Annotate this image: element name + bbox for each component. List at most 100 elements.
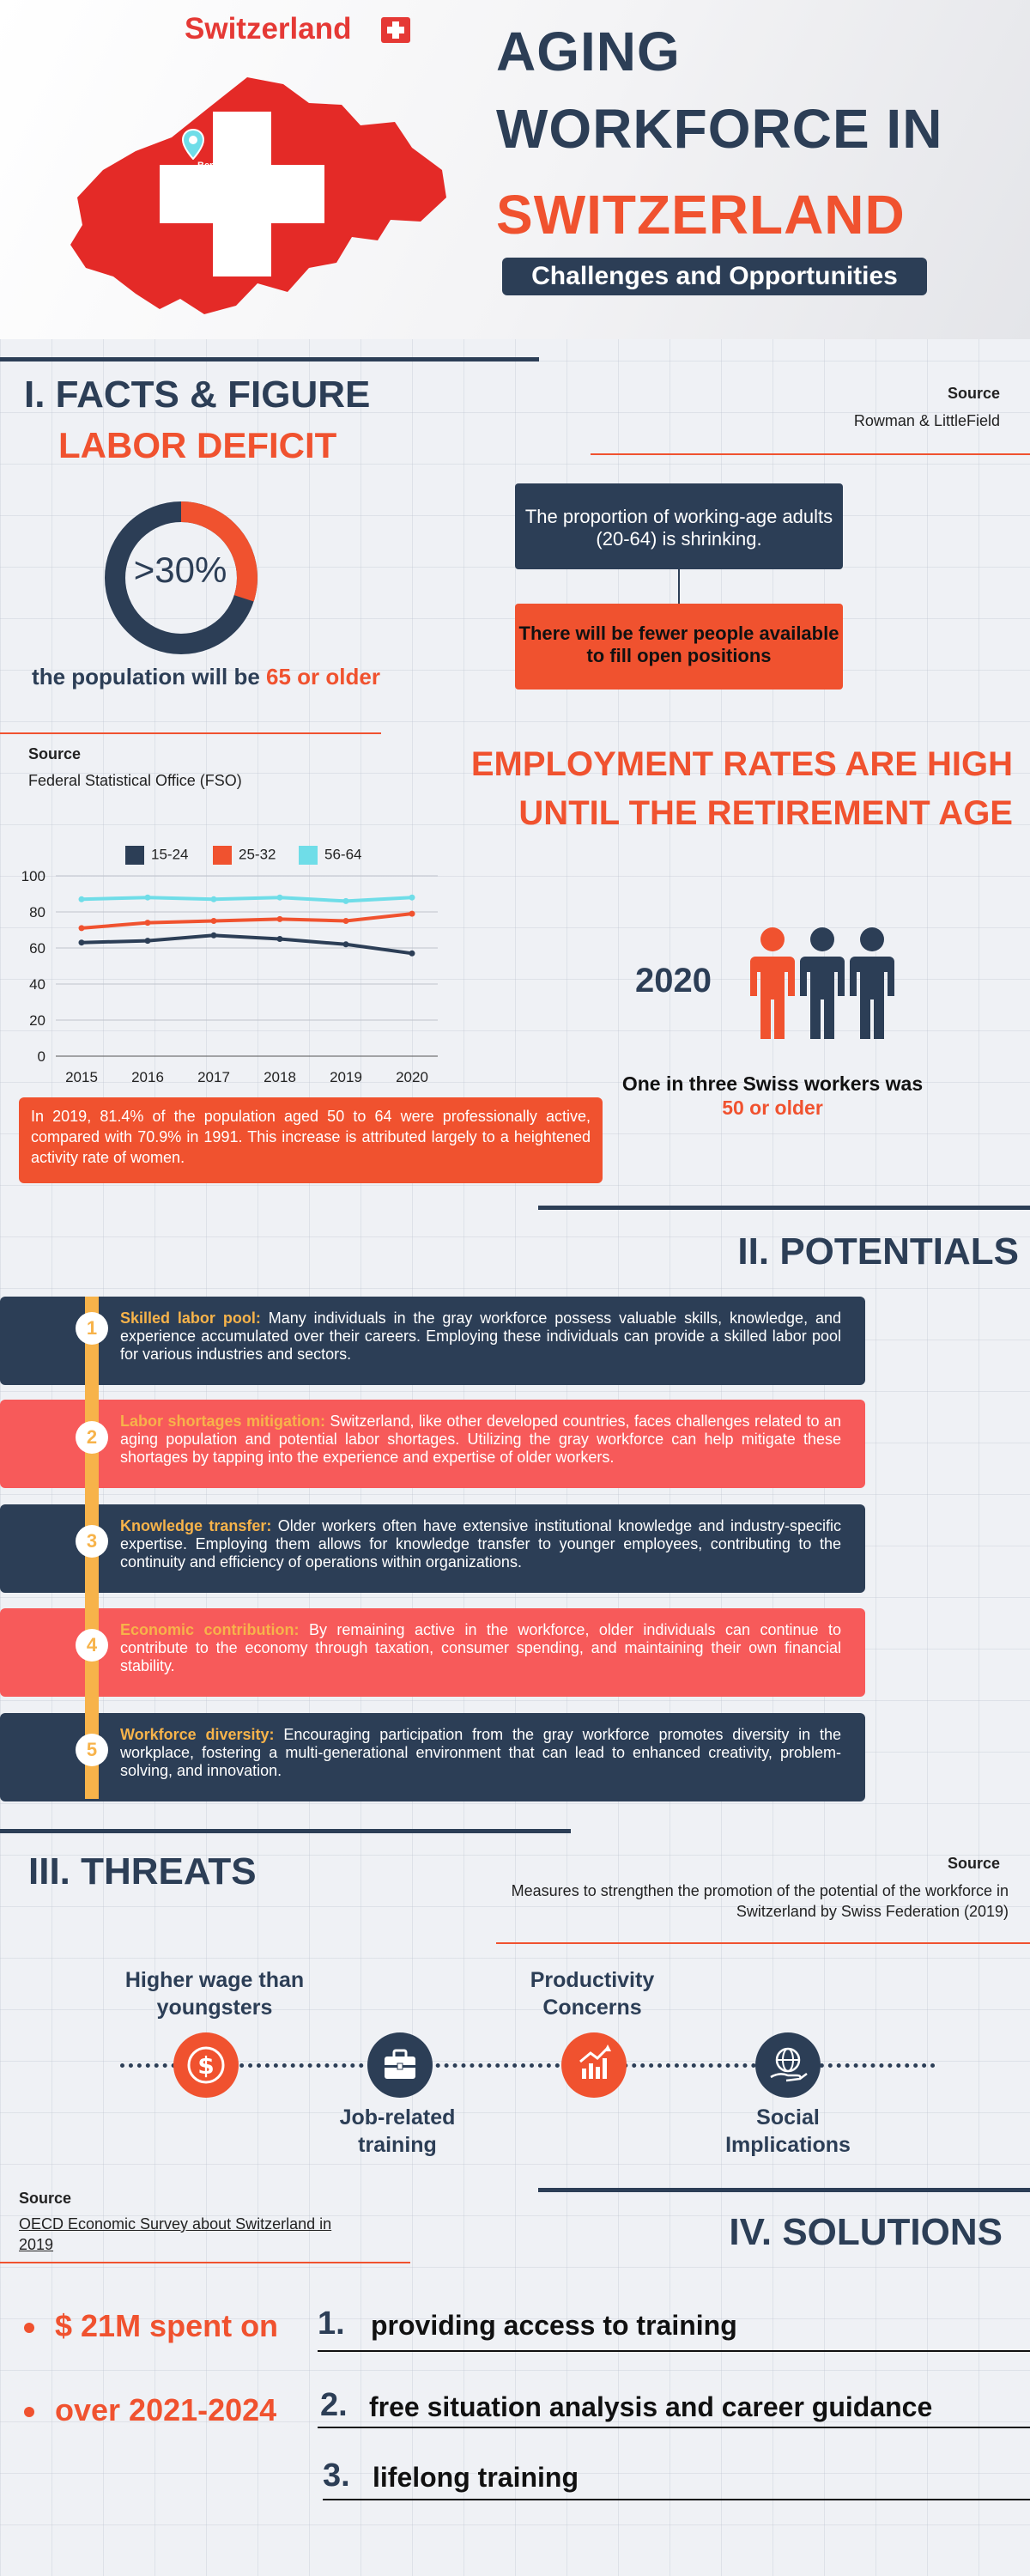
donut-chart	[105, 501, 258, 654]
fewer-people-box: There will be fewer people available to …	[515, 604, 843, 690]
x-tick-label: 2017	[197, 1069, 230, 1085]
legend-item: 56-64	[299, 846, 361, 865]
data-point	[210, 918, 217, 924]
potential-text: Encouraging participation from the gray …	[120, 1726, 841, 1779]
y-tick-label: 100	[21, 868, 45, 884]
legend-swatch	[299, 846, 318, 865]
potential-text: Many individuals in the gray workforce p…	[120, 1309, 841, 1363]
threats-section-title: III. THREATS	[28, 1850, 257, 1893]
solutions-bullet: over 2021-2024	[24, 2392, 276, 2428]
section-rule	[0, 357, 539, 361]
donut-caption-text: the population will be	[32, 664, 267, 690]
potential-card: Workforce diversity: Encouraging partici…	[0, 1713, 865, 1801]
data-point	[342, 918, 349, 924]
title-line-1: AGING	[496, 21, 681, 82]
section-rule	[538, 2188, 1030, 2192]
legend-item: 25-32	[213, 846, 276, 865]
potential-title: Knowledge transfer:	[120, 1517, 272, 1534]
bullet-text: over 2021-2024	[55, 2392, 277, 2427]
donut-caption-highlight: 65 or older	[266, 664, 380, 690]
donut-caption: the population will be 65 or older	[17, 664, 395, 690]
three-workers-icon	[750, 927, 894, 1039]
threat-icon-circle	[561, 2032, 627, 2098]
data-point	[409, 950, 415, 957]
data-point	[276, 936, 283, 942]
subtitle-pill: Challenges and Opportunities	[502, 258, 927, 295]
solution-underline	[318, 2427, 1030, 2428]
y-tick-label: 40	[29, 976, 45, 993]
source-rule	[591, 453, 1030, 455]
worker-figure	[800, 927, 845, 1039]
box-connector	[678, 569, 680, 604]
data-point	[78, 896, 85, 902]
threat-label: Higher wage than youngsters	[124, 1968, 305, 2020]
data-point	[409, 910, 415, 917]
working-age-box: The proportion of working-age adults (20…	[515, 483, 843, 569]
data-point	[144, 938, 151, 945]
potential-text: Switzerland, like other developed countr…	[120, 1413, 841, 1466]
growth-chart-icon	[579, 2044, 611, 2079]
x-tick-label: 2020	[396, 1069, 428, 1085]
legend-label: 25-32	[239, 846, 276, 863]
fso-rule	[0, 732, 381, 734]
one-in-three-text: One in three Swiss workers was	[621, 1072, 924, 1095]
solution-underline	[323, 2499, 1030, 2500]
solutions-section-title: IV. SOLUTIONS	[729, 2211, 1003, 2253]
country-label: Switzerland	[185, 12, 352, 46]
threat-icon-circle	[367, 2032, 433, 2098]
potential-number: 3	[76, 1525, 108, 1558]
one-in-three-highlight: 50 or older	[722, 1097, 823, 1119]
fso-source-label: Source	[28, 745, 82, 762]
source-text: Rowman & LittleField	[853, 412, 1000, 429]
potential-number: 4	[76, 1629, 108, 1662]
potential-title: Workforce diversity:	[120, 1726, 275, 1743]
solution-text: providing access to training	[371, 2310, 737, 2341]
solutions-source-rule	[0, 2262, 410, 2263]
threats-source-rule	[496, 1942, 1030, 1944]
potential-title: Skilled labor pool:	[120, 1309, 261, 1327]
potential-card: Economic contribution: By remaining acti…	[0, 1608, 865, 1697]
solution-number: 1.	[318, 2306, 345, 2342]
potential-number: 5	[76, 1734, 108, 1766]
source-label: Source	[947, 385, 1000, 402]
data-point	[276, 894, 283, 901]
series-line	[81, 912, 413, 930]
solutions-source-text: OECD Economic Survey about Switzerland i…	[19, 2215, 332, 2253]
legend-label: 56-64	[324, 846, 362, 863]
svg-text:$: $	[197, 2051, 214, 2080]
threats-source-label: Source	[947, 1855, 1000, 1872]
data-point	[144, 920, 151, 927]
bullet-dot-icon	[24, 2323, 34, 2334]
solutions-source-label: Source	[19, 2190, 72, 2207]
legend-item: 15-24	[125, 846, 188, 865]
x-tick-label: 2019	[330, 1069, 362, 1085]
x-tick-label: 2018	[264, 1069, 296, 1085]
employment-title-2: UNTIL THE RETIREMENT AGE	[518, 794, 1013, 832]
y-tick-label: 80	[29, 904, 45, 920]
labor-deficit-heading: LABOR DEFICIT	[58, 425, 337, 465]
solution-text: free situation analysis and career guida…	[369, 2391, 933, 2422]
worker-figure	[850, 927, 894, 1039]
data-point	[276, 915, 283, 922]
header-banner: Switzerland Bern AGING WORKFORCE IN SWIT…	[0, 0, 1030, 339]
potential-card: Knowledge transfer: Older workers often …	[0, 1504, 865, 1593]
y-tick-label: 0	[38, 1048, 45, 1065]
bullet-text: $ 21M spent on	[55, 2308, 279, 2343]
potential-card: Labor shortages mitigation: Switzerland,…	[0, 1400, 865, 1488]
legend-label: 15-24	[151, 846, 189, 863]
fso-source-text: Federal Statistical Office (FSO)	[28, 772, 242, 789]
x-tick-label: 2015	[65, 1069, 98, 1085]
data-point	[78, 939, 85, 946]
series-line	[81, 896, 413, 903]
threats-dotted-line	[120, 2063, 936, 2068]
bullet-dot-icon	[24, 2407, 34, 2418]
y-tick-label: 60	[29, 940, 45, 957]
potentials-section-title: II. POTENTIALS	[737, 1230, 1019, 1273]
cross-horizontal	[160, 165, 324, 223]
data-point	[342, 897, 349, 904]
solution-number: 2.	[320, 2387, 348, 2423]
legend-swatch	[213, 846, 232, 865]
one-in-three-caption: One in three Swiss workers was 50 or olde…	[601, 1072, 944, 1120]
donut-value: >30%	[133, 550, 227, 590]
solution-number: 3.	[323, 2458, 350, 2494]
